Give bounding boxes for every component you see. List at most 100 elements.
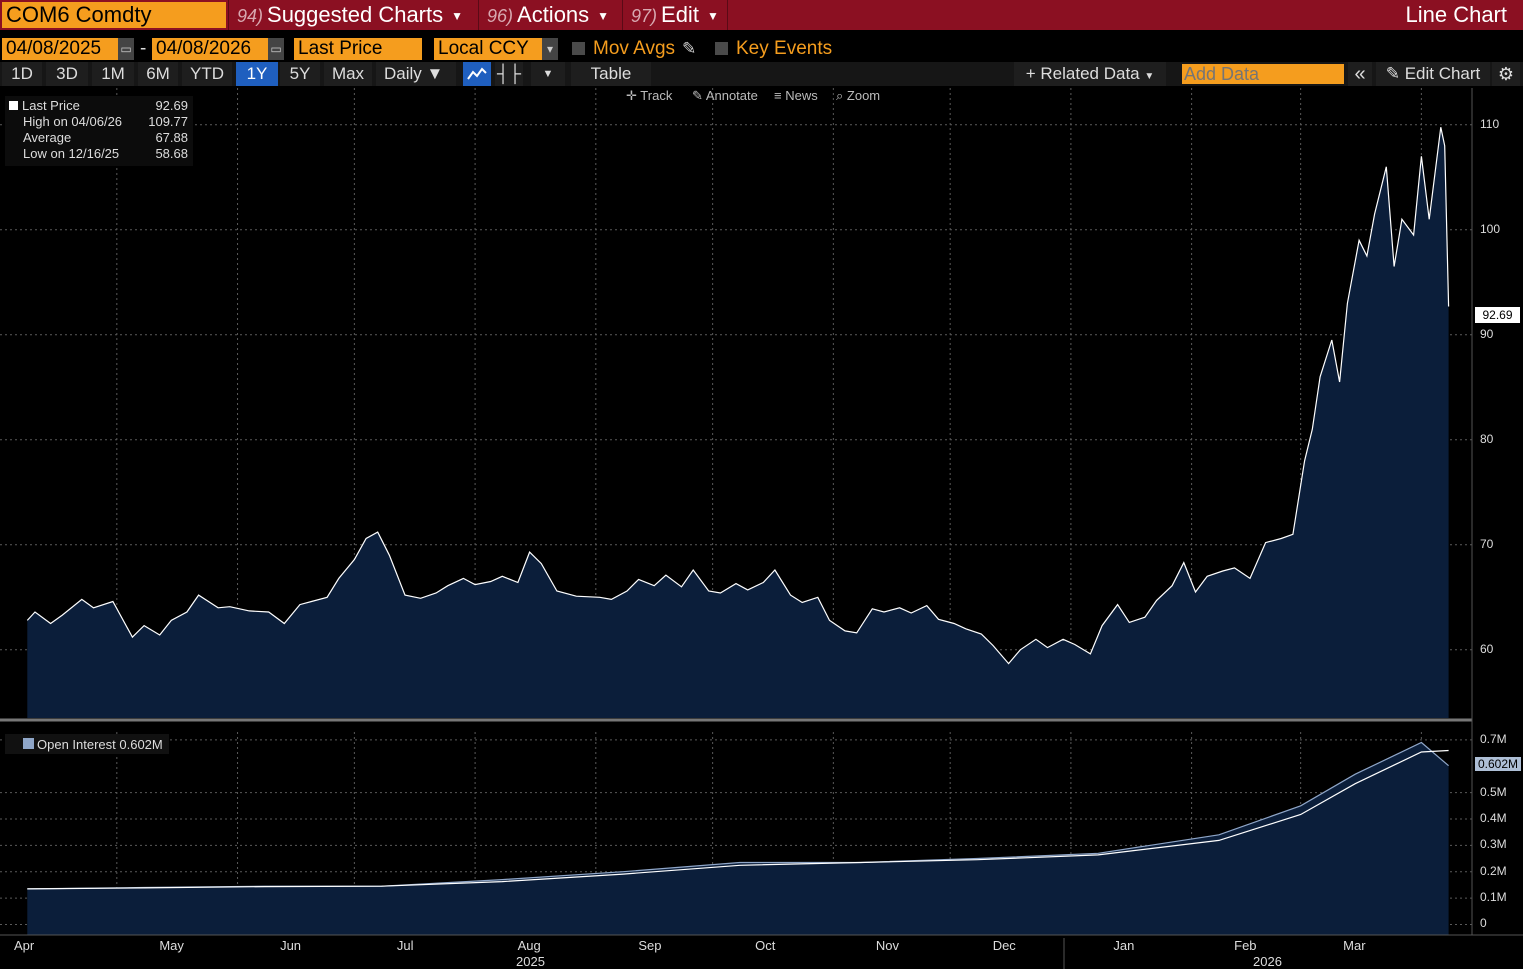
period-3d-button[interactable]: 3D [46,62,88,86]
x-tick-label: Mar [1343,938,1366,953]
ticker-input[interactable]: COM6 Comdty [2,2,226,28]
oi-y-tick-label: 0.2M [1480,863,1507,878]
oi-y-tick-label: 0.3M [1480,837,1507,852]
square-icon [9,101,18,110]
currency-select[interactable]: Local CCY [434,38,542,60]
price-area [27,127,1449,718]
chevron-down-icon: ▼ [451,9,464,24]
price-legend: Last Price 92.69 High on 04/06/26 109.77… [5,96,193,166]
period-5y-button[interactable]: 5Y [280,62,320,86]
oi-y-tick-label: 0.5M [1480,784,1507,799]
plus-icon: + [1025,64,1036,83]
y-tick-label: 60 [1480,641,1494,656]
x-tick-label: Oct [755,938,776,953]
year-label: 2026 [1253,954,1282,969]
square-icon [23,738,34,749]
legend-label: Low on 12/16/25 [23,146,120,161]
x-tick-label: Dec [992,938,1016,953]
y-tick-label: 100 [1480,221,1501,236]
bar-chart-icon[interactable]: ┤├ [495,62,523,86]
title-bar [0,0,1523,30]
field-select[interactable]: Last Price [294,38,422,60]
x-tick-label: Aug [517,938,541,953]
x-tick-label: Apr [14,938,35,953]
y-tick-label: 90 [1480,326,1494,341]
chevron-down-icon[interactable]: ▼ [531,62,565,86]
chart-type-title: Line Chart [1405,2,1507,27]
open-interest-tag: 0.602M [1475,757,1521,771]
annotate-label: Annotate [705,88,758,103]
calendar-icon[interactable]: ▭ [268,38,284,60]
last-price-tag: 92.69 [1475,307,1520,323]
mov-avgs-checkbox[interactable] [572,42,585,55]
oi-legend-label: Open Interest 0.602M [37,737,163,752]
pencil-icon: ✎ [692,88,703,103]
y-tick-label: 110 [1480,116,1500,131]
gear-icon[interactable]: ⚙ [1492,62,1520,86]
period-max-button[interactable]: Max [324,62,372,86]
edit-menu[interactable]: 97) Edit ▼ [622,0,728,30]
key-events-checkbox[interactable] [715,42,728,55]
x-tick-label: Jan [1113,938,1135,953]
pencil-icon[interactable]: ✎ [682,39,697,58]
oi-y-tick-label: 0 [1480,916,1487,931]
legend-value: 92.69 [155,98,188,113]
chevron-down-icon: ▼ [426,64,444,83]
frequency-select[interactable]: Daily ▼ [376,62,456,86]
x-tick-label: Jul [396,938,414,953]
mov-avgs-label: Mov Avgs [593,38,676,59]
end-date-input[interactable]: 04/08/2026 [152,38,268,60]
y-tick-label: 80 [1480,431,1494,446]
chevron-down-icon: ▼ [706,9,719,24]
annotate-tool[interactable]: ✎ Annotate [692,88,758,104]
oi-legend: Open Interest 0.602M [5,734,169,754]
calendar-icon[interactable]: ▭ [118,38,134,60]
x-tick-label: May [159,938,184,953]
table-button[interactable]: Table [571,62,651,86]
start-date-input[interactable]: 04/08/2025 [2,38,118,60]
legend-label: Average [23,130,72,145]
period-1d-button[interactable]: 1D [2,62,42,86]
legend-label: High on 04/06/26 [23,114,123,129]
news-tool[interactable]: ≡ News [774,88,818,104]
x-tick-label: Nov [875,938,899,953]
x-tick-label: Sep [638,938,662,953]
y-tick-label: 70 [1480,536,1494,551]
menu-number: 96) [487,6,514,26]
period-1y-button[interactable]: 1Y [236,62,278,86]
oi-y-tick-label: 0.4M [1480,811,1507,825]
legend-row-last-price: Last Price [9,98,80,113]
chevron-down-icon: ▼ [1144,71,1155,82]
period-ytd-button[interactable]: YTD [182,62,232,86]
related-data-button[interactable]: + Related Data ▼ [1014,62,1166,86]
menu-number: 97) [631,6,658,26]
menu-number: 94) [237,6,264,26]
frequency-label: Daily [384,64,422,83]
add-data-input[interactable] [1182,64,1344,84]
legend-label: Last Price [22,98,80,113]
collapse-icon[interactable]: « [1348,62,1372,86]
legend-value: 109.77 [148,114,188,129]
oi-area [27,742,1449,935]
period-6m-button[interactable]: 6M [138,62,178,86]
suggested-charts-menu[interactable]: 94) Suggested Charts ▼ [228,0,478,30]
price-line [26,127,1450,665]
actions-menu[interactable]: 96) Actions ▼ [478,0,622,30]
year-label: 2025 [516,954,545,969]
chevron-down-icon[interactable]: ▾ [542,38,558,60]
menu-label: Suggested Charts [267,2,444,27]
pencil-icon: ✎ [1385,64,1400,83]
track-label: Track [640,88,673,103]
period-1m-button[interactable]: 1M [92,62,134,86]
search-icon: ⌕ [836,88,844,103]
menu-label: Actions [517,2,590,27]
news-icon: ≡ [774,88,782,103]
x-tick-label: Feb [1234,938,1257,953]
zoom-tool[interactable]: ⌕ Zoom [836,88,880,104]
legend-value: 58.68 [155,146,188,161]
key-events-label: Key Events [736,38,833,59]
line-chart-icon[interactable] [463,62,491,86]
edit-chart-button[interactable]: ✎ Edit Chart [1376,62,1490,86]
track-tool[interactable]: ✛ Track [626,88,672,104]
